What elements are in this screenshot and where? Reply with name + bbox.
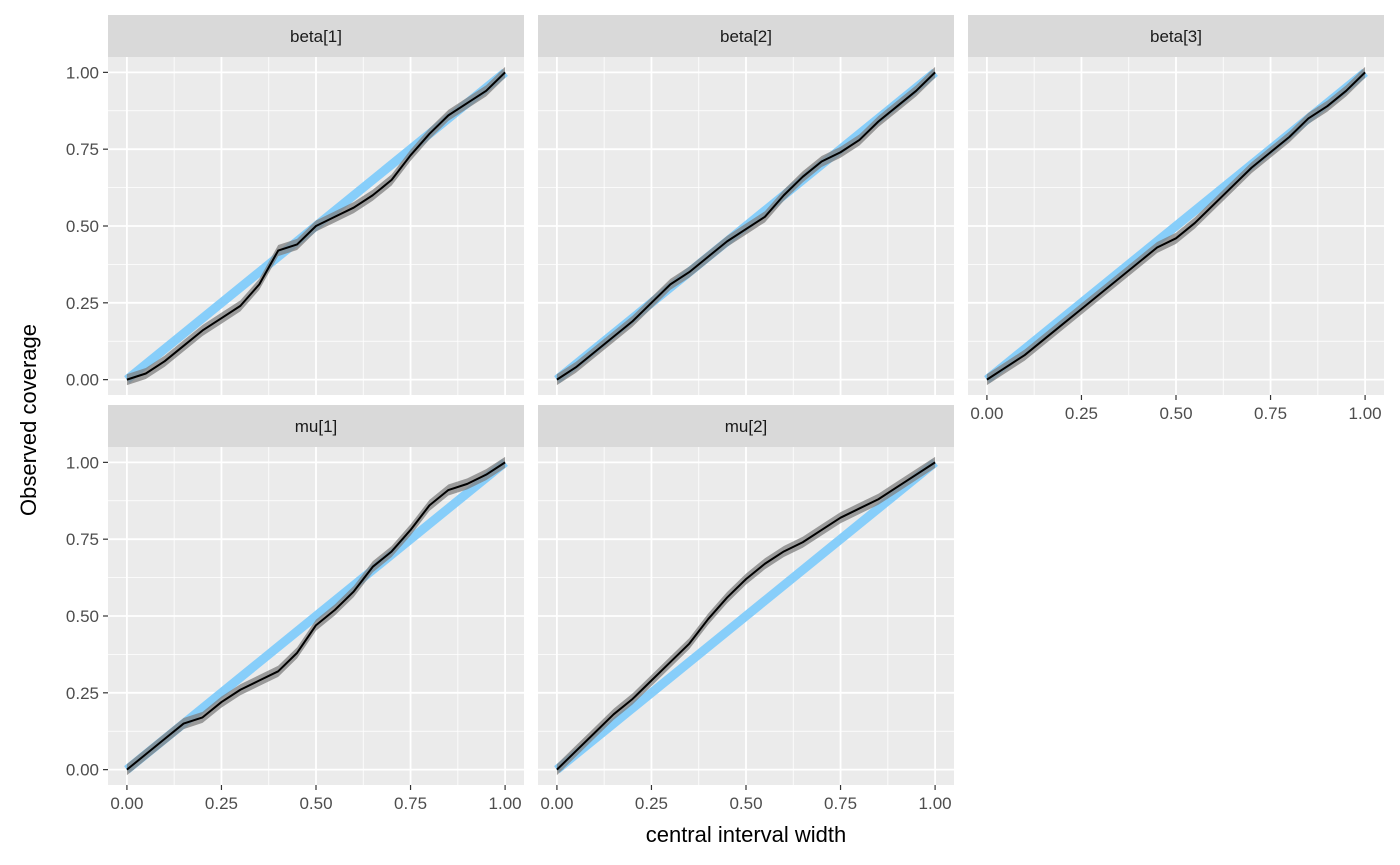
facet-strip-label: beta[3] (1150, 27, 1202, 46)
y-tick-label: 0.50 (66, 607, 99, 626)
y-tick-label: 0.75 (66, 530, 99, 549)
coverage-ribbon (556, 456, 936, 776)
observed-coverage-line (986, 71, 1366, 381)
y-tick-label: 0.25 (66, 294, 99, 313)
x-tick-label: 1.00 (1349, 404, 1382, 423)
facet-panel: beta[2] (538, 15, 954, 395)
facet-panel: mu[1] 0.00 0.25 0.50 0.75 1.00 0.00 0.25 0.50 0.7… (66, 405, 524, 813)
facet-strip (968, 15, 1384, 57)
x-tick-label: 0.50 (299, 794, 332, 813)
observed-coverage-line (126, 71, 506, 381)
observed-coverage-line (556, 461, 936, 771)
x-tick-label: 0.50 (729, 794, 762, 813)
facet-strip (538, 15, 954, 57)
coverage-ribbon (986, 66, 1366, 386)
y-tick-label: 1.00 (66, 453, 99, 472)
facet-strip-label: beta[1] (290, 27, 342, 46)
x-tick-label: 0.50 (1159, 404, 1192, 423)
x-tick-label: 0.75 (394, 794, 427, 813)
x-axis-title: central interval width (646, 822, 847, 847)
y-tick-label: 0.00 (66, 761, 99, 780)
facet-strip (108, 405, 524, 447)
facet-panel: beta[3] 0.00 0.25 0.50 0.75 1.00 (968, 15, 1384, 423)
x-tick-label: 0.75 (1254, 404, 1287, 423)
coverage-ribbon (556, 66, 936, 386)
x-tick-label: 0.00 (110, 794, 143, 813)
facet-strip-label: beta[2] (720, 27, 772, 46)
x-tick-label: 0.00 (970, 404, 1003, 423)
facet-panels: beta[1] 0.00 0.25 0.50 0.75 1.00 beta[2] beta[3… (66, 15, 1384, 813)
coverage-ribbon (126, 456, 506, 776)
y-tick-label: 0.25 (66, 684, 99, 703)
x-tick-label: 0.75 (824, 794, 857, 813)
x-tick-label: 0.00 (540, 794, 573, 813)
ideal-coverage-band (554, 458, 938, 774)
facet-strip-label: mu[1] (295, 417, 338, 436)
facet-strip (538, 405, 954, 447)
facet-panel: beta[1] 0.00 0.25 0.50 0.75 1.00 (66, 15, 524, 395)
observed-coverage-line (126, 461, 506, 771)
x-tick-label: 1.00 (919, 794, 952, 813)
facet-strip-label: mu[2] (725, 417, 768, 436)
y-axis-title: Observed coverage (16, 324, 41, 516)
y-tick-label: 1.00 (66, 63, 99, 82)
x-tick-label: 0.25 (635, 794, 668, 813)
x-tick-label: 1.00 (489, 794, 522, 813)
x-tick-label: 0.25 (1065, 404, 1098, 423)
facet-strip (108, 15, 524, 57)
y-tick-label: 0.75 (66, 140, 99, 159)
facet-panel: mu[2] 0.00 0.25 0.50 0.75 1.00 (538, 405, 954, 813)
x-tick-label: 0.25 (205, 794, 238, 813)
y-tick-label: 0.00 (66, 371, 99, 390)
y-tick-label: 0.50 (66, 217, 99, 236)
observed-coverage-line (556, 71, 936, 381)
